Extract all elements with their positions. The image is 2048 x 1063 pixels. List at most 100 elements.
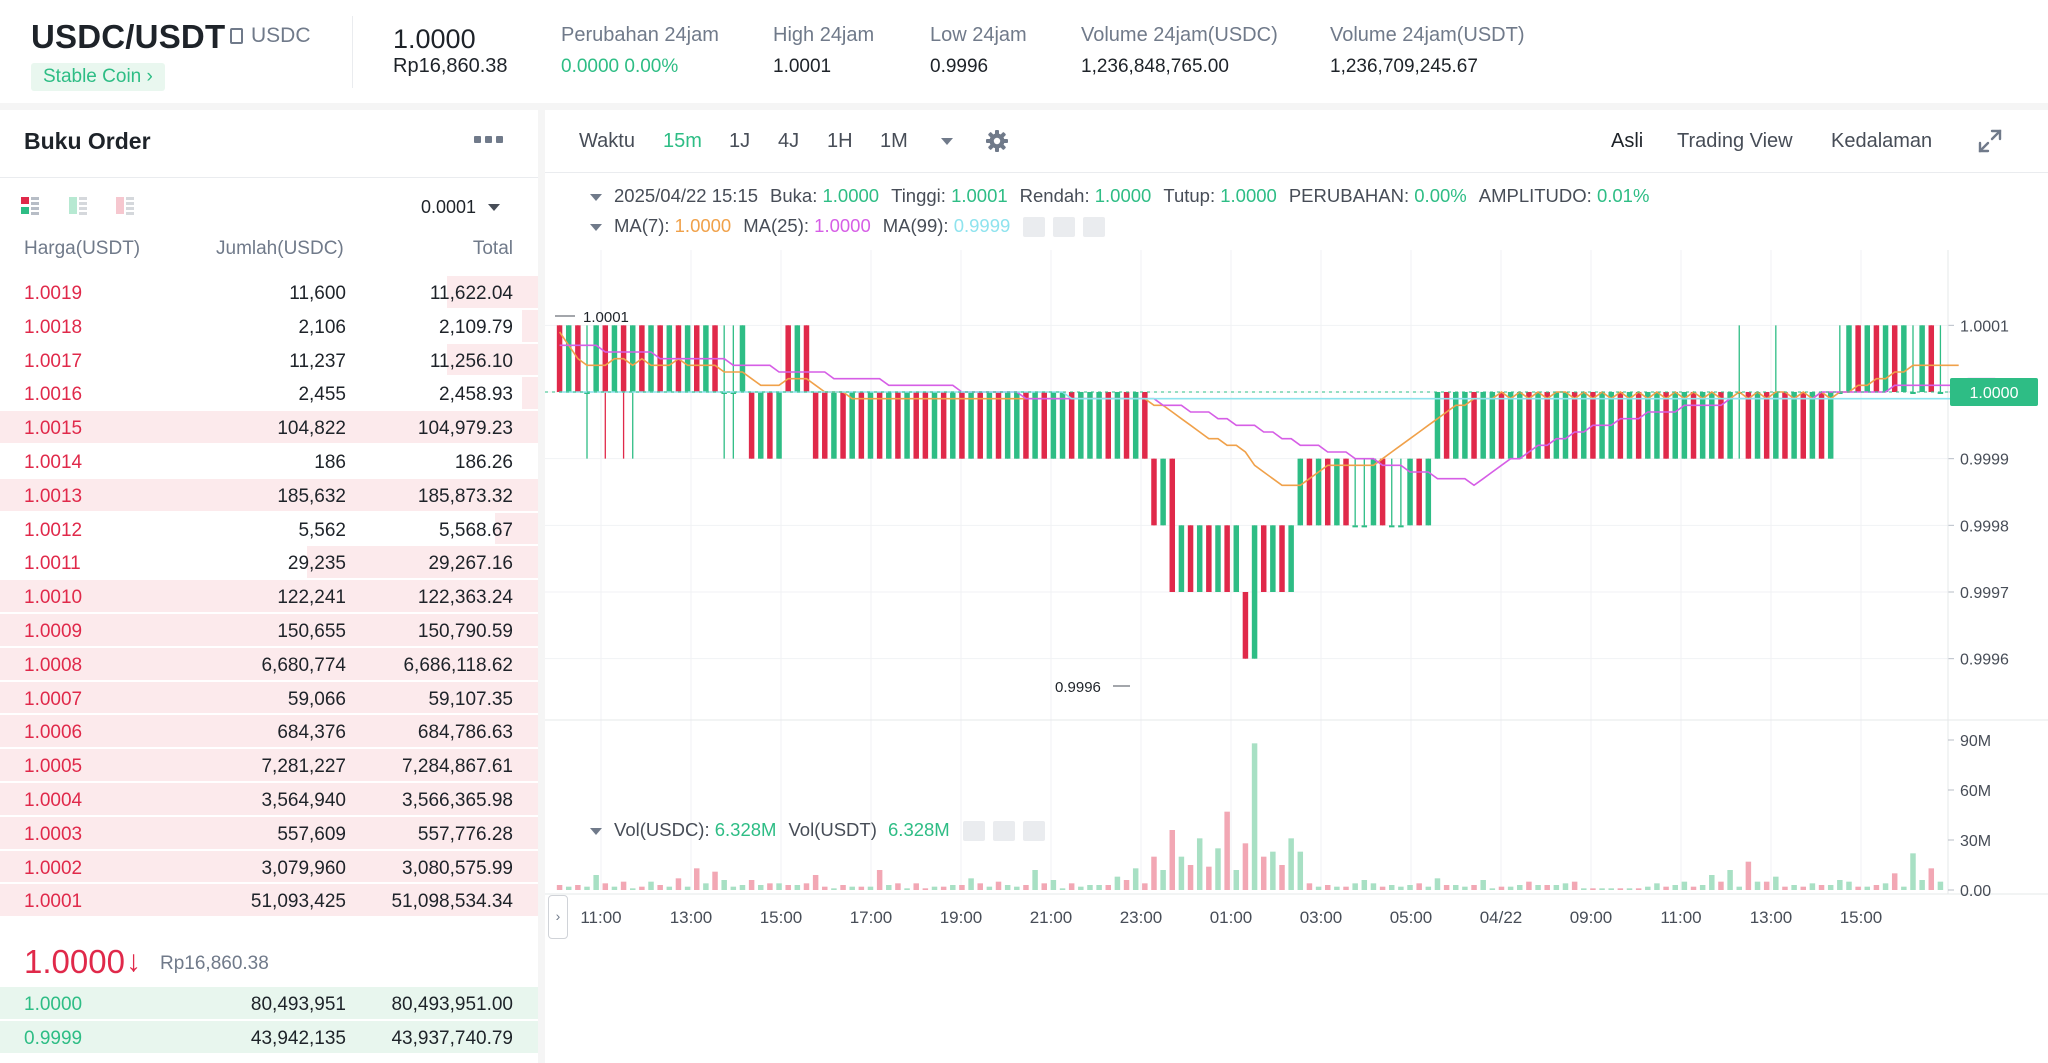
view-depth[interactable]: Kedalaman	[1831, 130, 1933, 152]
ask-row[interactable]: 1.0006 684,376 684,786.63	[0, 714, 538, 748]
ask-row[interactable]: 1.0014 186 186.26	[0, 444, 538, 478]
ask-row[interactable]: 1.0008 6,680,774 6,686,118.62	[0, 647, 538, 681]
order-price: 1.0015	[24, 418, 83, 440]
ask-row[interactable]: 1.0017 11,237 11,256.10	[0, 343, 538, 377]
candlestick-chart[interactable]: 11:00 13:00 15:00 17:00 19:00 21:00 23:00 01:00…	[545, 172, 2048, 1063]
depth-bar	[0, 411, 538, 443]
price-tick-label: 0.9996	[1960, 652, 2009, 669]
interval-more-chevron-icon[interactable]	[941, 138, 953, 145]
volume-bar	[1462, 886, 1468, 890]
current-price-tag	[1950, 378, 2038, 406]
volume-bar	[629, 888, 636, 890]
order-price: 1.0002	[24, 857, 83, 879]
ask-row[interactable]: 1.0019 11,600 11,622.04	[0, 275, 538, 309]
settings-icon[interactable]	[1053, 217, 1076, 238]
collapse-volume-icon[interactable]	[590, 827, 602, 835]
volume-bar	[675, 878, 682, 890]
candle-body	[1827, 392, 1834, 459]
volume-bar	[1919, 880, 1925, 890]
ma99-line	[559, 391, 1977, 400]
bid-row[interactable]: 1.0000 80,493,951 80,493,951.00	[0, 986, 538, 1020]
base-asset-badge[interactable]: USDC	[230, 24, 311, 48]
bid-row[interactable]: 0.9999 43,942,135 43,937,740.79	[0, 1020, 538, 1054]
order-amount: 43,942,135	[250, 1027, 346, 1049]
candle-body	[1672, 392, 1678, 459]
ask-row[interactable]: 1.0007 59,066 59,107.35	[0, 681, 538, 715]
candle-body	[1709, 392, 1715, 459]
collapse-ma-icon[interactable]	[590, 223, 602, 231]
eye-icon[interactable]	[1023, 217, 1046, 238]
fullscreen-icon[interactable]	[1977, 128, 2003, 154]
volume-bar	[1855, 886, 1861, 890]
candle-body	[1114, 392, 1121, 459]
volume-bar	[1151, 856, 1157, 890]
candle-body	[1809, 392, 1816, 459]
ask-row[interactable]: 1.0001 51,093,425 51,098,534.34	[0, 883, 538, 917]
ask-row[interactable]: 1.0012 5,562 5,568.67	[0, 512, 538, 546]
view-original[interactable]: Asli	[1611, 130, 1644, 152]
ask-row[interactable]: 1.0004 3,564,940 3,566,365.98	[0, 782, 538, 816]
chevron-right-icon[interactable]: ›	[548, 895, 568, 939]
candle-body	[1727, 392, 1733, 459]
view-trading-view[interactable]: Trading View	[1677, 130, 1793, 152]
candle-body	[565, 325, 572, 392]
ask-row[interactable]: 1.0018 2,106 2,109.79	[0, 309, 538, 343]
close-icon[interactable]	[1083, 217, 1106, 238]
stat-high: High 24jam 1.0001	[773, 24, 875, 77]
ask-row[interactable]: 1.0015 104,822 104,979.23	[0, 410, 538, 444]
view-both-icon[interactable]	[21, 197, 39, 215]
tick-size-select[interactable]: 0.0001	[421, 197, 501, 218]
interval-15m[interactable]: 15m	[663, 130, 702, 152]
ask-row[interactable]: 1.0009 150,655 150,790.59	[0, 613, 538, 647]
time-tick-label: 19:00	[940, 908, 983, 927]
candle-body	[849, 392, 855, 459]
interval-4j[interactable]: 4J	[778, 130, 800, 152]
candle-body	[1251, 525, 1258, 659]
volume-bar	[1517, 885, 1523, 890]
order-amount: 3,079,960	[261, 857, 346, 879]
time-tick-label: 03:00	[1300, 908, 1343, 927]
gear-icon[interactable]	[985, 129, 1009, 153]
candle-body	[1718, 392, 1724, 459]
stable-coin-tag[interactable]: Stable Coin ›	[31, 63, 165, 91]
interval-1m[interactable]: 1M	[880, 130, 908, 152]
ask-row[interactable]: 1.0003 557,609 557,776.28	[0, 816, 538, 850]
ask-row[interactable]: 1.0011 29,235 29,267.16	[0, 545, 538, 579]
order-total: 684,786.63	[417, 722, 513, 744]
ask-row[interactable]: 1.0002 3,079,960 3,080,575.99	[0, 850, 538, 884]
candle-body	[1324, 458, 1331, 526]
ask-row[interactable]: 1.0010 122,241 122,363.24	[0, 579, 538, 613]
volume-bar	[977, 883, 983, 890]
more-options-icon[interactable]	[474, 136, 503, 143]
orderbook-title: Buku Order	[24, 128, 151, 154]
candle-body	[1645, 392, 1651, 459]
time-tick-label: 17:00	[850, 908, 893, 927]
view-asks-icon[interactable]	[116, 197, 134, 215]
view-bids-icon[interactable]	[69, 197, 87, 215]
mid-price-row[interactable]: 1.0000 ↓ Rp16,860.38	[0, 929, 538, 989]
ask-row[interactable]: 1.0005 7,281,227 7,284,867.61	[0, 748, 538, 782]
eye-icon[interactable]	[962, 821, 985, 842]
settings-icon[interactable]	[992, 821, 1015, 842]
collapse-legend-icon[interactable]	[590, 193, 602, 201]
volume-bar	[1827, 885, 1834, 890]
interval-1h[interactable]: 1H	[827, 130, 853, 152]
volume-bar	[1846, 881, 1852, 890]
volume-bar	[1087, 885, 1093, 890]
ask-row[interactable]: 1.0013 185,632 185,873.32	[0, 478, 538, 512]
candle-body	[1791, 392, 1797, 459]
volume-bar	[1215, 848, 1221, 890]
volume-bar	[1434, 878, 1441, 890]
ask-row[interactable]: 1.0016 2,455 2,458.93	[0, 376, 538, 410]
bid-list: 1.0000 80,493,951 80,493,951.00 0.9999 43,94…	[0, 986, 538, 1054]
pair-title[interactable]: USDC/USDT	[31, 18, 226, 55]
depth-bar	[0, 987, 538, 1019]
volume-bar	[950, 885, 956, 890]
candle-body	[986, 392, 993, 459]
coin-info-icon	[230, 28, 243, 44]
mid-price-fiat: Rp16,860.38	[160, 953, 269, 974]
close-icon[interactable]	[1022, 821, 1045, 842]
depth-bar	[306, 546, 538, 579]
order-amount: 2,106	[298, 316, 346, 338]
interval-1j[interactable]: 1J	[729, 130, 751, 152]
